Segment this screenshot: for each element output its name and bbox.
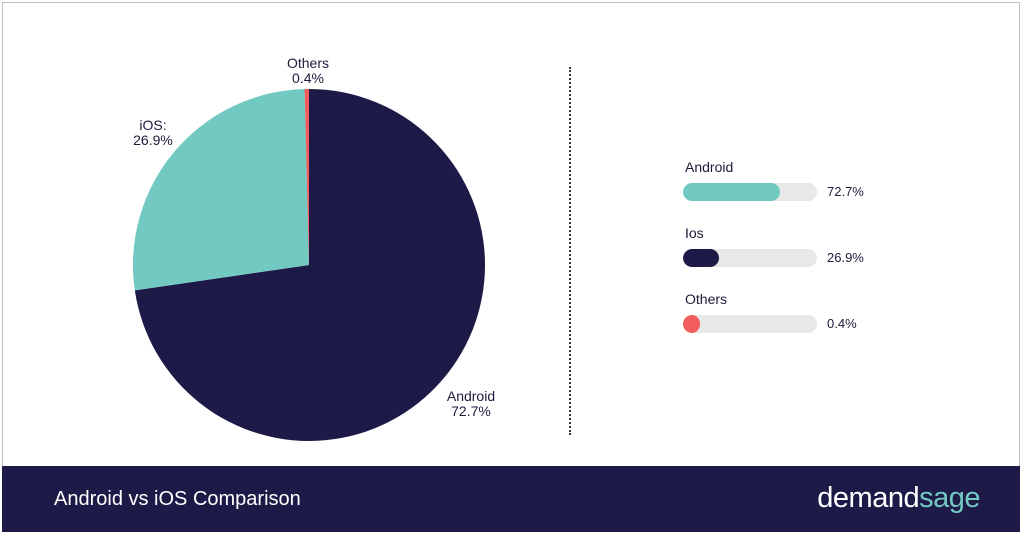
brand-logo-part1: demand bbox=[817, 482, 920, 514]
progress-fill bbox=[683, 183, 781, 201]
progress-track bbox=[683, 183, 817, 201]
legend-label: Others bbox=[685, 291, 728, 307]
pie-slice-ios bbox=[133, 89, 309, 291]
footer-title: Android vs iOS Comparison bbox=[54, 488, 301, 510]
legend-value: 26.9% bbox=[827, 250, 864, 265]
footer-bar: Android vs iOS Comparison demandsage bbox=[2, 466, 1020, 532]
brand-logo: demandsage bbox=[817, 482, 980, 515]
progress-fill bbox=[683, 249, 720, 267]
progress-fill bbox=[683, 315, 701, 333]
slice-label: Others bbox=[287, 55, 329, 71]
slice-label: iOS: bbox=[139, 117, 166, 133]
pie-slice-others bbox=[304, 89, 309, 265]
legend-value: 72.7% bbox=[827, 184, 864, 199]
legend-value: 0.4% bbox=[827, 316, 857, 331]
slice-value-label: 0.4% bbox=[292, 70, 324, 86]
brand-logo-part2: sage bbox=[919, 482, 980, 514]
slice-label: Android bbox=[447, 388, 495, 404]
divider-line bbox=[569, 67, 571, 435]
progress-track bbox=[683, 315, 817, 333]
legend-label: Android bbox=[685, 159, 734, 175]
pie-slice-android bbox=[134, 89, 486, 441]
slice-value-label: 26.9% bbox=[133, 132, 173, 148]
legend-label: Ios bbox=[685, 225, 704, 241]
progress-track bbox=[683, 249, 817, 267]
slice-value-label: 72.7% bbox=[451, 403, 491, 419]
